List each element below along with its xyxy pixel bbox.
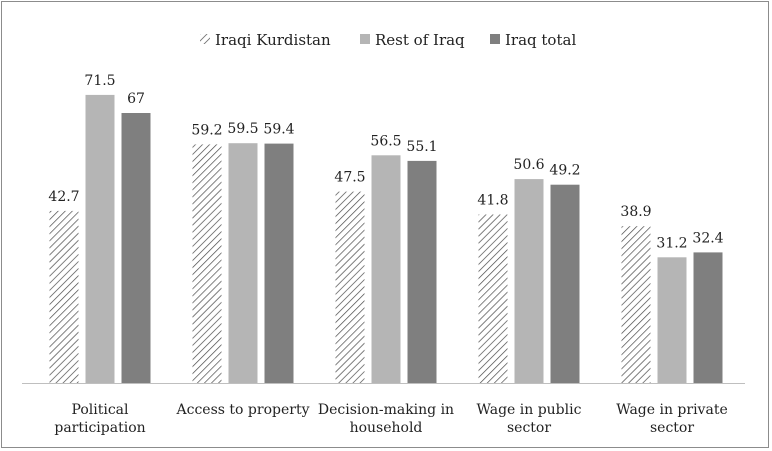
bar-iraq-total-3 xyxy=(407,160,437,383)
data-label-iraq-total-5: 32.4 xyxy=(692,230,723,246)
bar-iraqi-kurdistan-1 xyxy=(49,210,79,383)
bar-iraq-total-5 xyxy=(693,252,723,383)
data-label-iraqi-kurdistan-1: 42.7 xyxy=(48,189,79,205)
category-label-4-line-1: Wage in public xyxy=(477,402,582,418)
data-label-iraqi-kurdistan-4: 41.8 xyxy=(477,193,508,209)
legend-label-rest-of-iraq: Rest of Iraq xyxy=(375,31,465,49)
bar-iraqi-kurdistan-4 xyxy=(478,214,508,383)
category-label-1-line-1: Political xyxy=(71,402,129,418)
data-label-iraqi-kurdistan-3: 47.5 xyxy=(334,170,365,186)
category-label-1-line-2: participation xyxy=(54,420,145,436)
category-label-5-line-2: sector xyxy=(650,420,694,436)
data-label-rest-of-iraq-3: 56.5 xyxy=(370,133,401,149)
data-label-iraq-total-3: 55.1 xyxy=(406,139,437,155)
bar-rest-of-iraq-1 xyxy=(85,94,115,384)
data-label-iraq-total-1: 67 xyxy=(127,91,145,107)
legend-swatch-iraq-total xyxy=(490,34,500,44)
data-label-iraqi-kurdistan-5: 38.9 xyxy=(620,204,651,220)
category-label-3-line-1: Decision-making in xyxy=(318,402,454,418)
data-label-iraq-total-2: 59.4 xyxy=(263,122,294,138)
bar-iraq-total-4 xyxy=(550,184,580,383)
legend: Iraqi Kurdistan Rest of Iraq Iraq total xyxy=(200,31,576,49)
data-label-rest-of-iraq-4: 50.6 xyxy=(513,157,544,173)
data-label-rest-of-iraq-5: 31.2 xyxy=(656,235,687,251)
bar-rest-of-iraq-4 xyxy=(514,179,544,383)
bar-iraqi-kurdistan-2 xyxy=(192,144,222,383)
bar-iraqi-kurdistan-5 xyxy=(621,226,651,383)
legend-swatch-iraqi-kurdistan xyxy=(200,34,210,44)
bar-rest-of-iraq-3 xyxy=(371,155,401,383)
legend-label-iraq-total: Iraq total xyxy=(505,31,576,49)
category-label-2-line-1: Access to property xyxy=(176,402,310,418)
bar-iraq-total-2 xyxy=(264,143,294,383)
legend-label-iraqi-kurdistan: Iraqi Kurdistan xyxy=(215,31,331,49)
data-labels-group: 42.7 59.2 47.5 41.8 38.9 71.5 59.5 56.5 50.6 31.2… xyxy=(48,73,723,251)
category-labels-group: Political participation Access to property… xyxy=(54,402,727,436)
category-label-3-line-2: household xyxy=(350,420,423,436)
bar-rest-of-iraq-2 xyxy=(228,143,258,383)
data-label-iraq-total-4: 49.2 xyxy=(549,163,580,179)
data-label-iraqi-kurdistan-2: 59.2 xyxy=(191,122,222,138)
category-label-5-line-1: Wage in private xyxy=(616,402,727,418)
category-label-4-line-2: sector xyxy=(507,420,551,436)
data-label-rest-of-iraq-1: 71.5 xyxy=(84,73,115,89)
data-label-rest-of-iraq-2: 59.5 xyxy=(227,121,258,137)
bar-rest-of-iraq-5 xyxy=(657,257,687,383)
bar-iraqi-kurdistan-3 xyxy=(335,191,365,383)
bars-group xyxy=(49,94,723,384)
bar-iraq-total-1 xyxy=(121,113,151,383)
legend-swatch-rest-of-iraq xyxy=(360,34,370,44)
